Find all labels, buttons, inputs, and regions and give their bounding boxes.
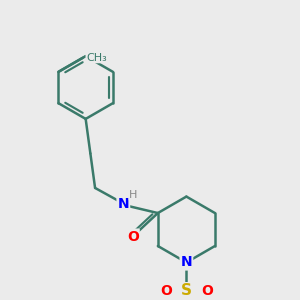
Text: O: O [127, 230, 139, 244]
Text: N: N [118, 196, 129, 211]
Text: O: O [201, 284, 213, 298]
Text: O: O [160, 284, 172, 298]
Text: N: N [181, 256, 192, 269]
Text: H: H [129, 190, 138, 200]
Text: CH₃: CH₃ [86, 53, 107, 63]
Text: S: S [181, 283, 192, 298]
